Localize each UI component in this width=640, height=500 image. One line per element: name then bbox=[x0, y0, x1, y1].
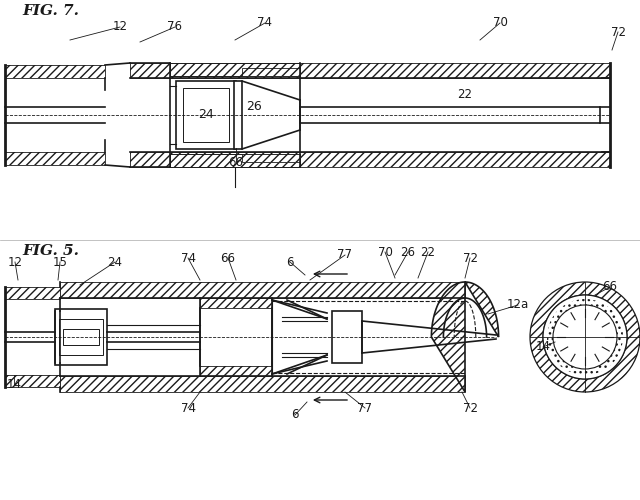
Text: 74: 74 bbox=[180, 402, 195, 414]
Bar bbox=[183, 88, 229, 142]
Bar bbox=[332, 311, 362, 363]
Bar bbox=[5, 375, 60, 387]
Circle shape bbox=[553, 305, 617, 369]
Bar bbox=[5, 375, 60, 387]
Bar bbox=[242, 68, 300, 76]
Text: 26: 26 bbox=[246, 100, 262, 114]
Text: 70: 70 bbox=[378, 246, 392, 258]
Circle shape bbox=[530, 282, 640, 392]
Text: 12a: 12a bbox=[507, 298, 529, 312]
Text: 26: 26 bbox=[401, 246, 415, 258]
Bar bbox=[242, 68, 300, 76]
Bar bbox=[55, 309, 107, 365]
Text: 24: 24 bbox=[198, 108, 214, 122]
Circle shape bbox=[563, 315, 607, 359]
Bar bbox=[170, 154, 300, 167]
Text: 70: 70 bbox=[493, 16, 508, 30]
Bar bbox=[5, 152, 105, 165]
Bar bbox=[200, 366, 272, 376]
Bar bbox=[5, 65, 105, 78]
Text: 74: 74 bbox=[257, 16, 273, 30]
Text: 6: 6 bbox=[291, 408, 299, 422]
Bar bbox=[130, 63, 610, 78]
Bar bbox=[200, 298, 272, 308]
Circle shape bbox=[543, 295, 627, 379]
Text: 66: 66 bbox=[221, 252, 236, 264]
Circle shape bbox=[573, 325, 597, 349]
Text: 22: 22 bbox=[420, 246, 435, 258]
Text: 74: 74 bbox=[180, 252, 195, 264]
Text: 6: 6 bbox=[286, 256, 294, 268]
Text: 72: 72 bbox=[463, 252, 477, 264]
Bar bbox=[5, 287, 60, 299]
Text: 66: 66 bbox=[228, 156, 243, 168]
Bar bbox=[234, 81, 242, 149]
Polygon shape bbox=[431, 282, 499, 392]
Text: 22: 22 bbox=[458, 88, 472, 102]
Text: FIG. 7.: FIG. 7. bbox=[22, 4, 79, 18]
Text: 12: 12 bbox=[8, 256, 22, 268]
Text: 77: 77 bbox=[337, 248, 353, 262]
Text: 14: 14 bbox=[6, 378, 22, 392]
Text: 24: 24 bbox=[108, 256, 122, 268]
Bar bbox=[170, 63, 300, 76]
Bar bbox=[63, 329, 99, 345]
Bar bbox=[5, 287, 60, 299]
Bar bbox=[130, 152, 610, 167]
Text: 14: 14 bbox=[536, 340, 550, 353]
Text: 15: 15 bbox=[52, 256, 67, 268]
Bar bbox=[242, 154, 300, 162]
Circle shape bbox=[543, 295, 627, 379]
Bar bbox=[242, 154, 300, 162]
Bar bbox=[60, 282, 465, 298]
Bar bbox=[59, 319, 103, 355]
Circle shape bbox=[553, 305, 617, 369]
Bar bbox=[130, 152, 610, 167]
Text: 66: 66 bbox=[602, 280, 618, 293]
Bar bbox=[200, 298, 272, 308]
Bar bbox=[5, 152, 105, 165]
Bar bbox=[60, 376, 465, 392]
Bar bbox=[200, 366, 272, 376]
Bar bbox=[170, 63, 300, 76]
Bar bbox=[60, 282, 465, 298]
Bar bbox=[170, 154, 300, 167]
Bar bbox=[176, 81, 236, 149]
Text: 72: 72 bbox=[463, 402, 477, 414]
Text: 12: 12 bbox=[113, 20, 127, 34]
Bar bbox=[5, 65, 105, 78]
Bar bbox=[300, 107, 600, 123]
Text: 77: 77 bbox=[358, 402, 372, 414]
Text: 76: 76 bbox=[168, 20, 182, 34]
Text: FIG. 5.: FIG. 5. bbox=[22, 244, 79, 258]
Bar bbox=[60, 376, 465, 392]
Bar bbox=[130, 63, 610, 78]
Text: 72: 72 bbox=[611, 26, 625, 38]
